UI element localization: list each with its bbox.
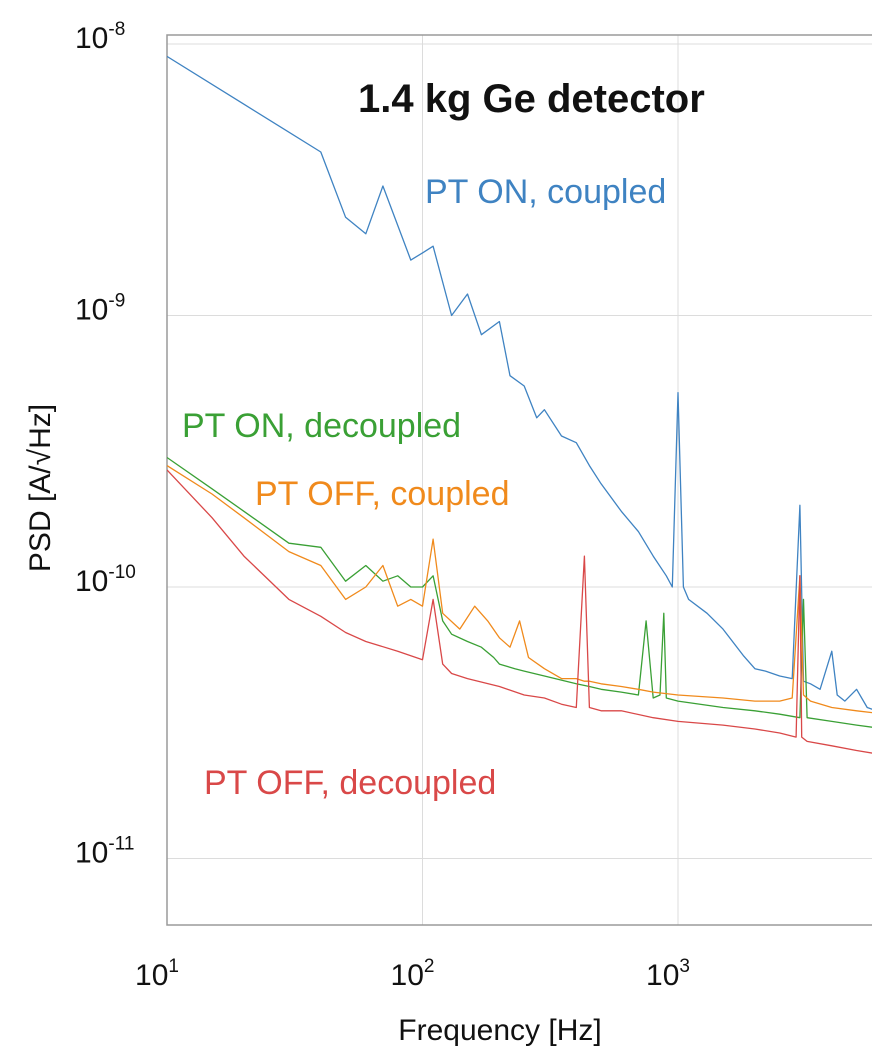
plot-frame — [166, 34, 872, 926]
series-line-pt-off-decoupled — [167, 469, 872, 754]
series-line-pt-on-coupled — [167, 55, 872, 710]
y-tick-label: 10-10 — [75, 562, 136, 598]
series-label-pt-off-coupled: PT OFF, coupled — [255, 475, 510, 513]
series-layer — [167, 55, 872, 754]
series-label-pt-on-coupled: PT ON, coupled — [425, 173, 666, 211]
series-line-pt-off-coupled — [167, 465, 872, 714]
y-axis-title: PSD [A/√Hz] — [24, 404, 57, 572]
tick-labels: 101 102 103 10-8 10-9 10-10 10-11 — [75, 19, 690, 992]
y-tick-label: 10-9 — [75, 291, 125, 327]
series-label-pt-off-decoupled: PT OFF, decoupled — [204, 764, 496, 802]
x-tick-label: 103 — [646, 956, 690, 992]
grid-lines — [166, 35, 872, 925]
y-tick-label: 10-8 — [75, 19, 125, 55]
x-tick-label: 102 — [391, 956, 435, 992]
y-tick-label: 10-11 — [75, 834, 134, 870]
series-label-pt-on-decoupled: PT ON, decoupled — [182, 407, 461, 445]
x-tick-label: 101 — [135, 956, 179, 992]
series-line-pt-on-decoupled — [167, 456, 872, 728]
x-axis-title: Frequency [Hz] — [398, 1014, 601, 1047]
chart-title: 1.4 kg Ge detector — [358, 77, 705, 121]
